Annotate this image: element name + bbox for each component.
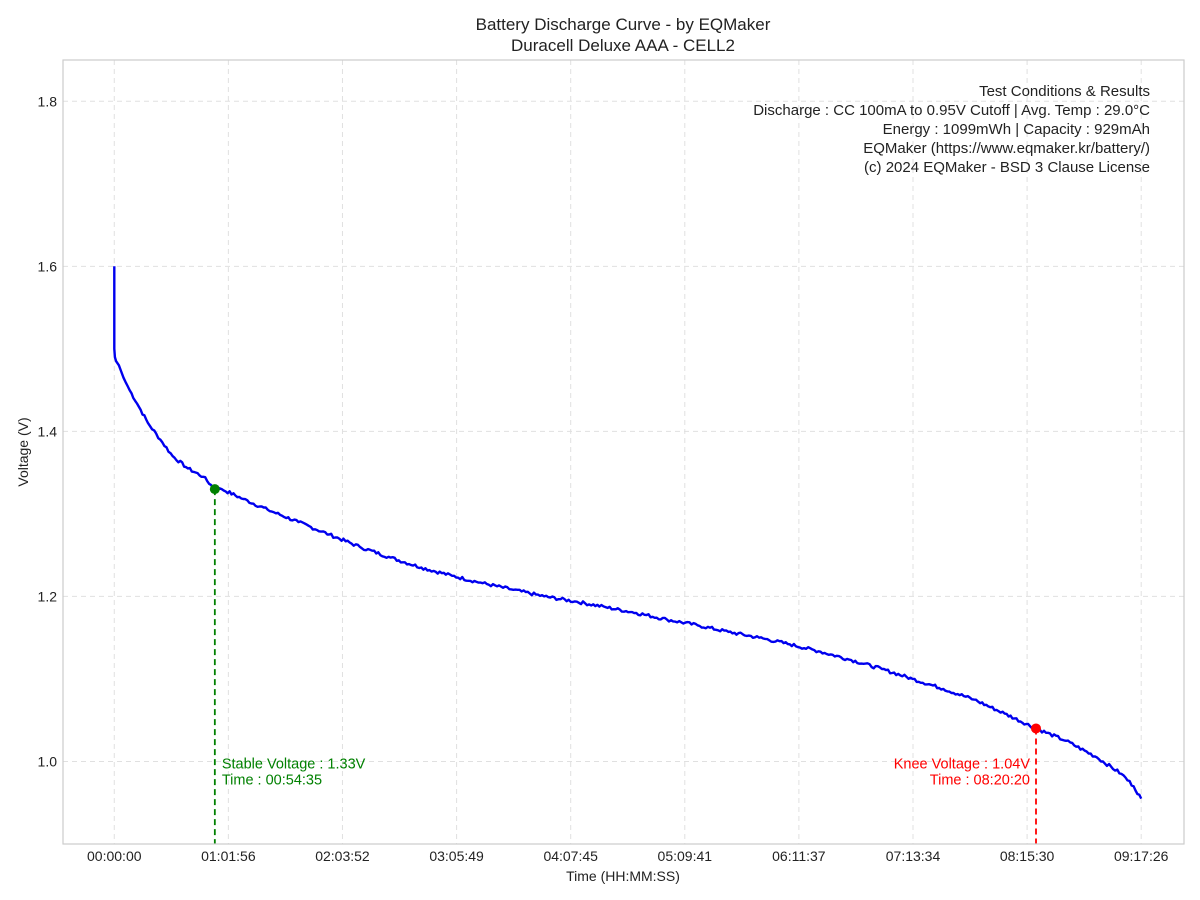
stable-voltage-marker xyxy=(209,484,220,495)
x-tick-label: 06:11:37 xyxy=(772,848,826,864)
plot-area-frame xyxy=(62,59,1185,845)
info-line: Test Conditions & Results xyxy=(979,83,1150,100)
x-tick-label: 04:07:45 xyxy=(543,848,598,864)
x-tick-label: 09:17:26 xyxy=(1114,848,1169,864)
knee-time-label: Time : 08:20:20 xyxy=(930,772,1030,788)
axis-ticks: 00:00:00 01:01:56 02:03:52 03:05:49 04:07:45… xyxy=(38,93,1169,864)
info-line: EQMaker (https://www.eqmaker.kr/battery/… xyxy=(863,140,1150,157)
stable-time-label: Time : 00:54:35 xyxy=(222,772,322,788)
y-tick-label: 1.6 xyxy=(38,258,58,274)
info-line: (c) 2024 EQMaker - BSD 3 Clause License xyxy=(864,159,1150,176)
knee-voltage-label: Knee Voltage : 1.04V xyxy=(894,756,1031,772)
x-axis-label: Time (HH:MM:SS) xyxy=(566,868,680,884)
x-tick-label: 02:03:52 xyxy=(315,848,370,864)
chart-title: Battery Discharge Curve - by EQMaker xyxy=(476,15,771,34)
x-tick-label: 00:00:00 xyxy=(87,848,142,864)
x-tick-label: 08:15:30 xyxy=(1000,848,1055,864)
chart-subtitle: Duracell Deluxe AAA - CELL2 xyxy=(511,36,735,55)
x-tick-label: 01:01:56 xyxy=(201,848,256,864)
y-tick-label: 1.0 xyxy=(38,753,58,769)
x-tick-label: 03:05:49 xyxy=(429,848,484,864)
y-tick-label: 1.8 xyxy=(38,93,58,109)
info-box: Test Conditions & Results Discharge : CC … xyxy=(753,83,1150,176)
x-tick-label: 07:13:34 xyxy=(886,848,941,864)
grid xyxy=(63,60,1184,844)
y-tick-label: 1.4 xyxy=(38,423,58,439)
info-line: Discharge : CC 100mA to 0.95V Cutoff | A… xyxy=(753,102,1150,119)
knee-voltage-marker xyxy=(1031,723,1042,734)
stable-voltage-label: Stable Voltage : 1.33V xyxy=(222,756,366,772)
series-layer xyxy=(113,266,1143,800)
info-line: Energy : 1099mWh | Capacity : 929mAh xyxy=(883,121,1150,138)
x-tick-label: 05:09:41 xyxy=(658,848,713,864)
y-axis-label: Voltage (V) xyxy=(15,417,31,486)
discharge-series-line xyxy=(113,266,1143,800)
y-tick-label: 1.2 xyxy=(38,588,58,604)
